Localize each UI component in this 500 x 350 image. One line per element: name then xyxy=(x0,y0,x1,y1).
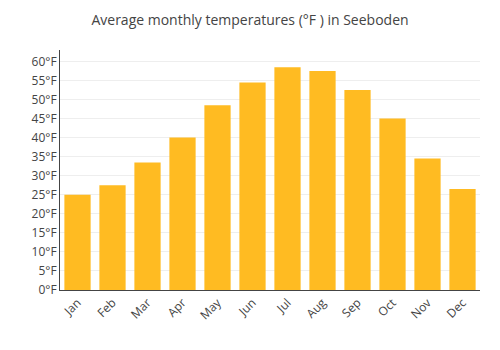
svg-text:10°F: 10°F xyxy=(32,243,57,260)
svg-text:15°F: 15°F xyxy=(32,224,57,241)
svg-text:40°F: 40°F xyxy=(32,129,57,146)
svg-text:30°F: 30°F xyxy=(32,167,57,184)
svg-text:Apr: Apr xyxy=(164,294,190,320)
svg-text:35°F: 35°F xyxy=(32,148,57,165)
svg-text:Oct: Oct xyxy=(374,294,400,320)
svg-text:0°F: 0°F xyxy=(38,281,56,298)
svg-text:45°F: 45°F xyxy=(32,110,57,127)
svg-text:Nov: Nov xyxy=(407,294,435,322)
svg-text:5°F: 5°F xyxy=(38,262,56,279)
svg-text:Jun: Jun xyxy=(234,294,259,319)
svg-text:20°F: 20°F xyxy=(32,205,57,222)
svg-text:May: May xyxy=(196,294,225,323)
svg-text:Aug: Aug xyxy=(302,294,330,322)
svg-text:Average monthly temperatures (: Average monthly temperatures (°F ) in Se… xyxy=(91,10,408,29)
svg-text:Dec: Dec xyxy=(443,294,470,321)
svg-text:25°F: 25°F xyxy=(32,186,57,203)
svg-text:Jan: Jan xyxy=(60,294,85,319)
svg-text:Sep: Sep xyxy=(338,294,365,321)
svg-text:60°F: 60°F xyxy=(32,53,57,70)
svg-text:Jul: Jul xyxy=(272,294,294,316)
svg-text:55°F: 55°F xyxy=(32,72,57,89)
svg-text:50°F: 50°F xyxy=(32,91,57,108)
svg-text:Mar: Mar xyxy=(127,294,155,322)
svg-text:Feb: Feb xyxy=(93,294,119,320)
